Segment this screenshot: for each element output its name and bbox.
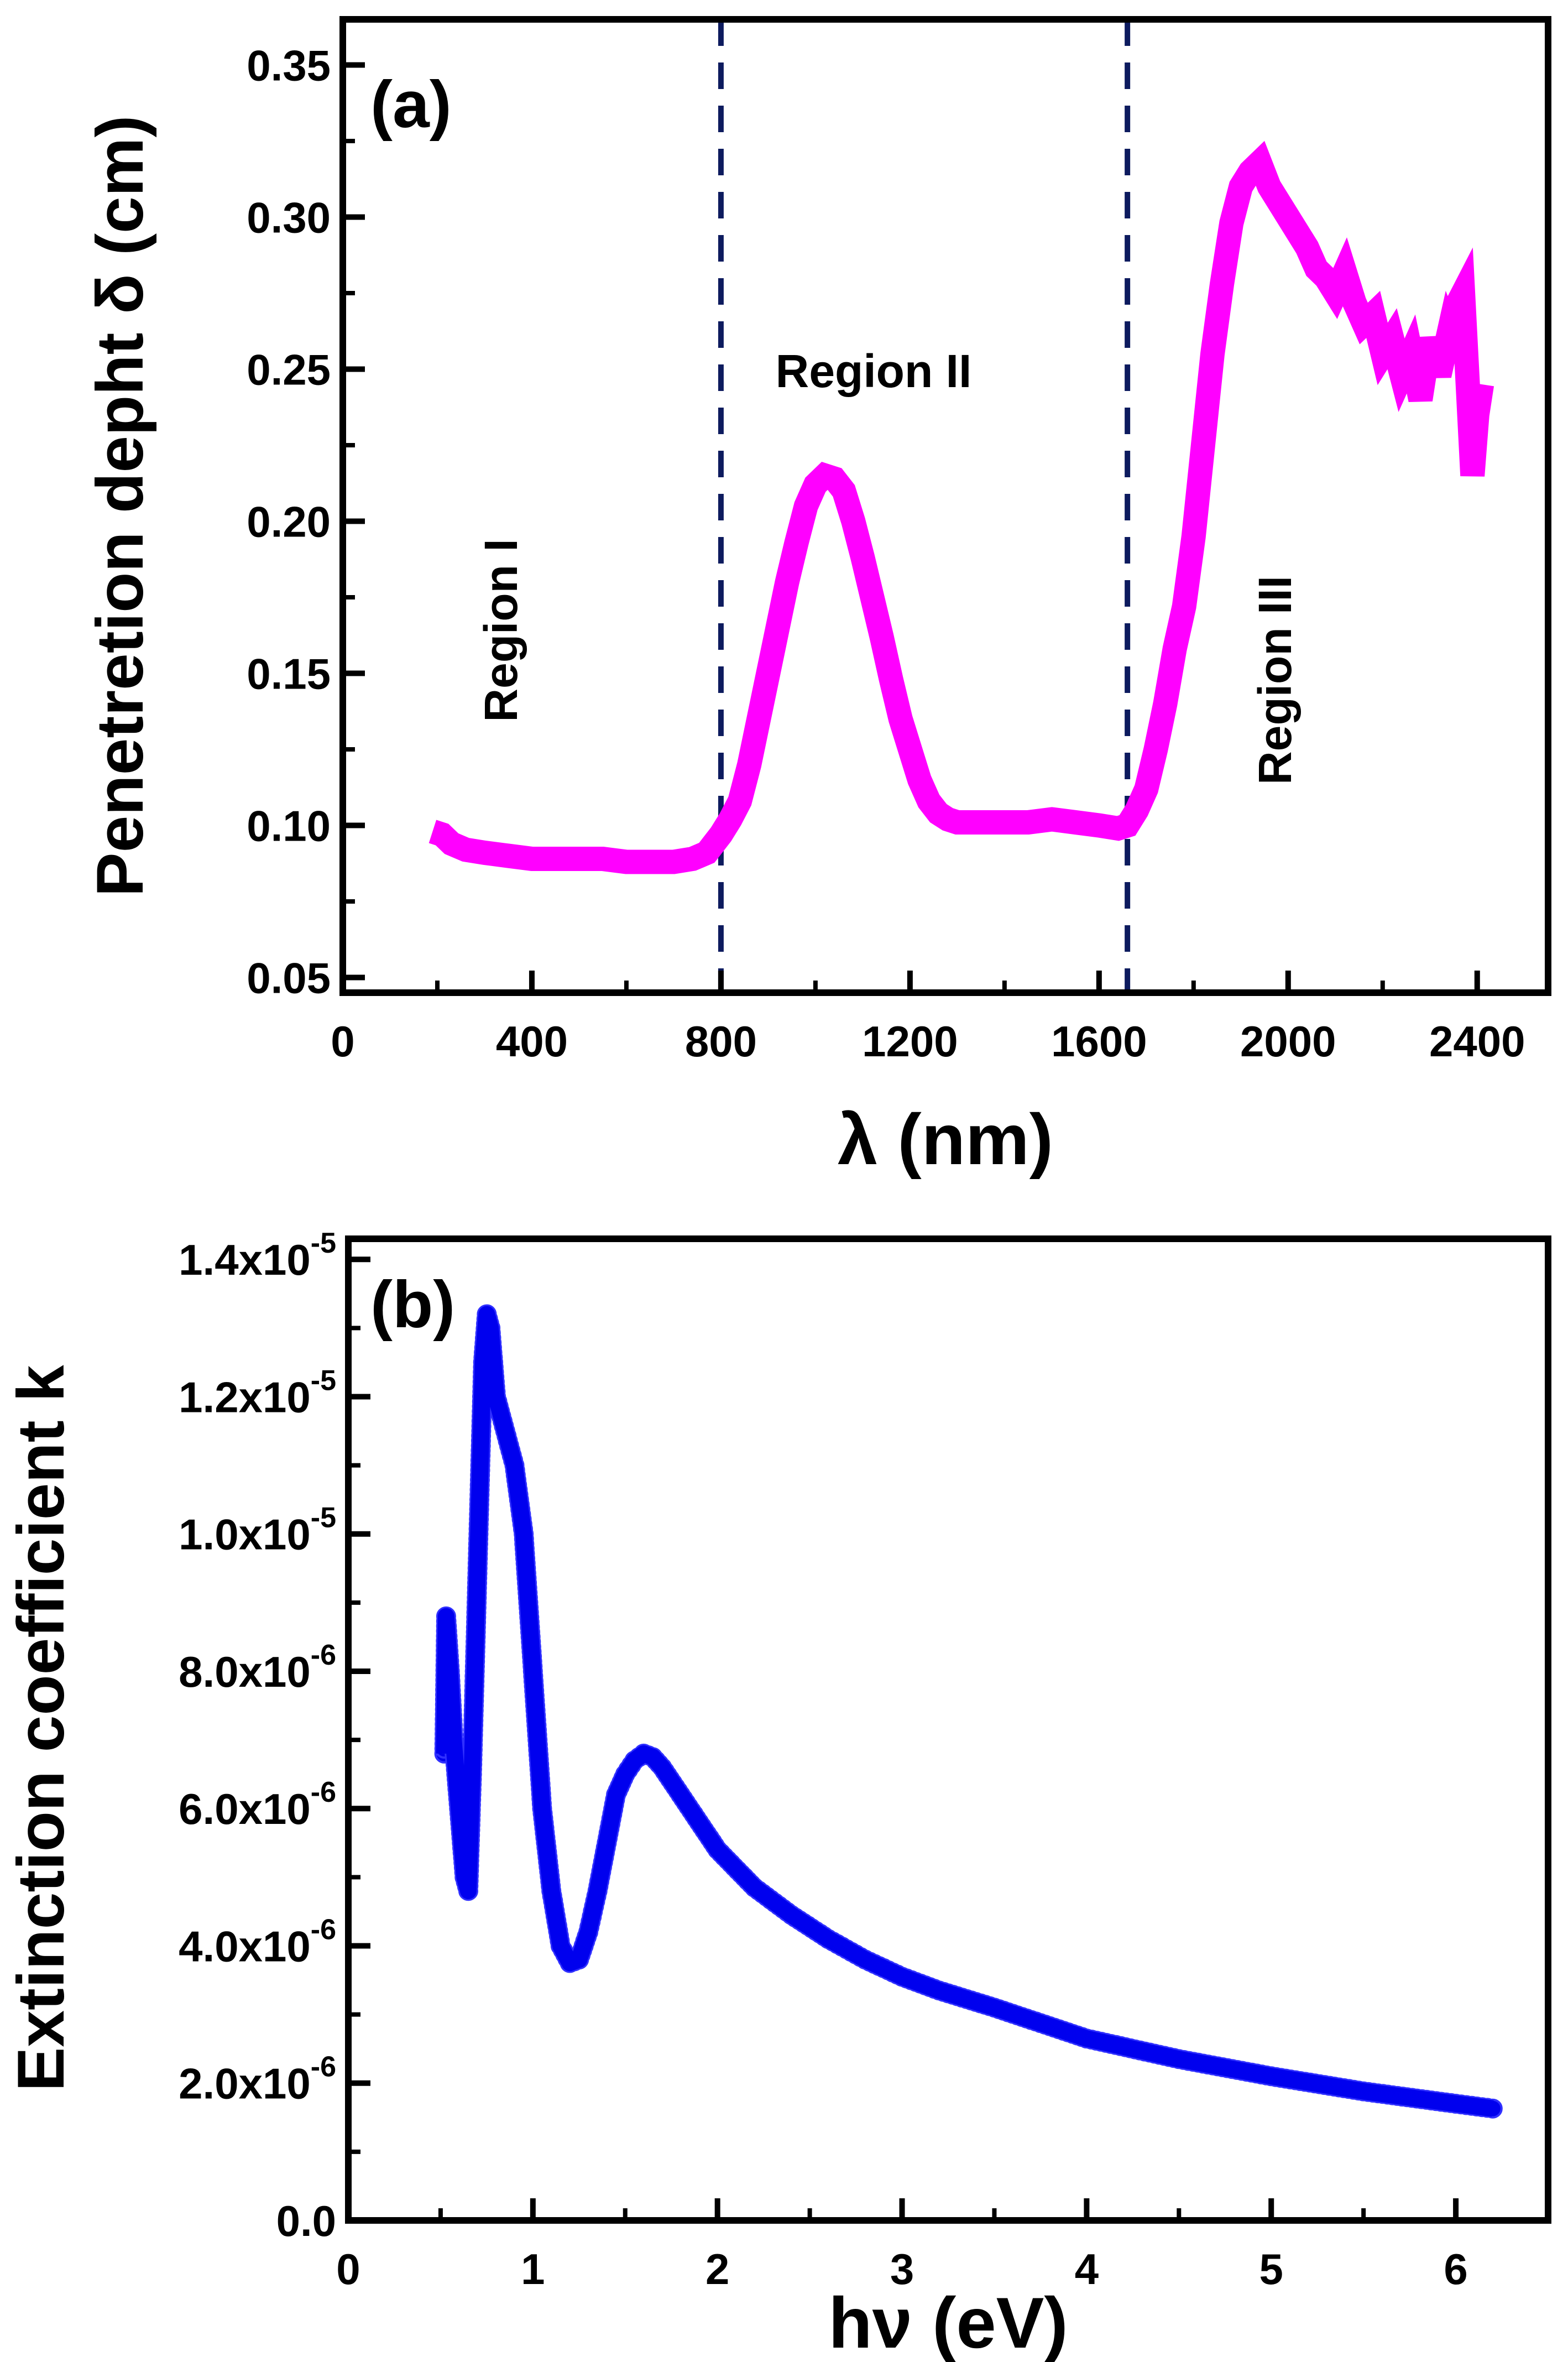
x-tick-label-a: 0 <box>331 1017 354 1066</box>
y-tick-label-b: 2.0x10-6 <box>179 2051 336 2108</box>
x-ticks-a: 0 400 800 1200 1600 2000 2400 <box>331 971 1525 1066</box>
y-tick-label-b: 8.0x10-6 <box>179 1639 336 1696</box>
plot-area-b <box>348 1239 1548 2220</box>
x-tick-label-a: 1600 <box>1051 1017 1147 1066</box>
x-tick-label-b: 2 <box>705 2245 729 2293</box>
chart-panel-a: 0 400 800 1200 1600 2000 2400 0.05 0.10 0.15 0.20… <box>83 16 1551 1180</box>
y-tick-label-b: 1.4x10-5 <box>179 1227 336 1284</box>
y-tick-label-a: 0.15 <box>247 650 331 698</box>
region-iii-label: Region III <box>1249 576 1301 785</box>
x-axis-label-a: λ (nm) <box>838 1099 1053 1180</box>
y-ticks-a: 0.05 0.10 0.15 0.20 0.25 0.30 0.35 <box>247 41 365 1003</box>
region-i-label: Region I <box>475 539 527 722</box>
y-tick-label-a: 0.25 <box>247 346 331 394</box>
series-line-penetration-depth <box>428 140 1494 874</box>
panel-label-b: (b) <box>370 1268 455 1342</box>
x-tick-label-a: 400 <box>496 1017 568 1066</box>
y-tick-label-b: 1.2x10-5 <box>179 1364 336 1421</box>
x-tick-label-b: 1 <box>521 2245 545 2293</box>
region-divider-lines <box>718 19 1131 993</box>
x-tick-label-b: 4 <box>1075 2245 1099 2293</box>
y-tick-label-a: 0.05 <box>247 954 331 1003</box>
chart-panel-b: 0 1 2 3 4 5 6 0.0 2.0x10-6 4.0x10-6 6.0x10-6 8.0x1… <box>4 1227 1551 2362</box>
plot-frame-b <box>345 1235 1551 2224</box>
region-ii-label: Region II <box>776 345 972 397</box>
series-trace-extinction <box>436 1306 1494 2117</box>
x-tick-label-a: 2400 <box>1429 1017 1525 1066</box>
data-series-b <box>434 1304 1503 2119</box>
y-tick-label-a: 0.10 <box>247 802 331 851</box>
x-tick-label-a: 800 <box>685 1017 757 1066</box>
x-tick-label-a: 2000 <box>1240 1017 1336 1066</box>
x-tick-label-b: 0 <box>336 2245 360 2293</box>
y-axis-label-b: Extinction coefficient k <box>4 1365 78 2092</box>
y-tick-label-a: 0.30 <box>247 194 331 242</box>
x-ticks-b: 0 1 2 3 4 5 6 <box>336 2198 1468 2293</box>
x-tick-label-a: 1200 <box>862 1017 958 1066</box>
x-tick-label-b: 3 <box>890 2245 914 2293</box>
y-ticks-b: 0.0 2.0x10-6 4.0x10-6 6.0x10-6 8.0x10-6 1.0x1… <box>179 1227 370 2245</box>
y-tick-label-a: 0.35 <box>247 41 331 90</box>
panel-label-a: (a) <box>370 67 452 142</box>
x-axis-label-b: hν (eV) <box>828 2282 1068 2362</box>
data-series-a <box>428 140 1494 874</box>
y-tick-label-b: 6.0x10-6 <box>179 1776 336 1833</box>
plot-frame-a <box>339 16 1551 996</box>
y-tick-label-b: 4.0x10-6 <box>179 1913 336 1970</box>
y-tick-label-a: 0.20 <box>247 498 331 546</box>
y-tick-label-b: 0.0 <box>276 2197 336 2245</box>
y-axis-label-a: Penetretion depht δ (cm) <box>83 116 157 897</box>
x-tick-label-b: 6 <box>1444 2245 1467 2293</box>
y-tick-label-b: 1.0x10-5 <box>179 1502 336 1559</box>
x-tick-label-b: 5 <box>1259 2245 1283 2293</box>
